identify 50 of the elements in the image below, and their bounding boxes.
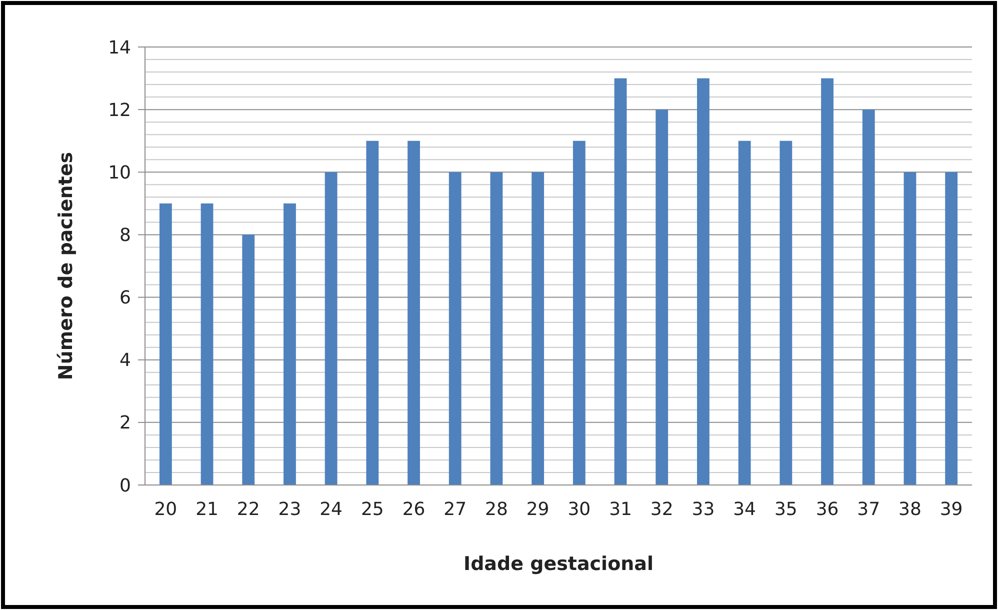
y-tick-label: 12 bbox=[108, 100, 131, 121]
x-tick-label: 22 bbox=[236, 499, 260, 520]
x-tick-label: 36 bbox=[816, 499, 839, 520]
bar bbox=[159, 203, 172, 485]
x-tick-label: 27 bbox=[444, 499, 467, 520]
bar bbox=[324, 172, 338, 485]
x-tick-label: 21 bbox=[196, 499, 218, 520]
bar bbox=[408, 140, 420, 485]
bar bbox=[242, 234, 255, 485]
x-tick-label: 20 bbox=[154, 499, 178, 520]
bar bbox=[656, 110, 668, 485]
x-tick-label: 30 bbox=[568, 499, 591, 520]
y-tick-label: 4 bbox=[120, 350, 131, 372]
y-tick-label: 8 bbox=[120, 225, 131, 246]
bar bbox=[862, 110, 875, 485]
x-tick-label: 31 bbox=[609, 499, 632, 520]
bar bbox=[572, 140, 586, 485]
x-tick-label: 33 bbox=[692, 499, 715, 520]
bar bbox=[366, 140, 379, 485]
x-tick-label: 38 bbox=[898, 499, 922, 520]
x-tick-label: 25 bbox=[360, 499, 384, 520]
y-axis-title: Número de pacientes bbox=[55, 152, 77, 380]
y-tick-label: 0 bbox=[120, 475, 131, 496]
bar bbox=[697, 78, 710, 485]
y-tick-label: 10 bbox=[108, 162, 131, 184]
bar bbox=[780, 140, 792, 485]
x-tick-label: 26 bbox=[402, 499, 426, 520]
x-tick-label: 23 bbox=[278, 499, 302, 520]
x-tick-label: 32 bbox=[650, 499, 674, 520]
bar bbox=[448, 172, 462, 485]
bar bbox=[821, 78, 834, 485]
bar bbox=[614, 78, 627, 485]
x-tick-label: 29 bbox=[526, 499, 550, 520]
y-tick-label: 6 bbox=[120, 288, 131, 309]
bar bbox=[200, 203, 214, 485]
bar bbox=[490, 172, 503, 485]
x-tick-label: 37 bbox=[857, 499, 880, 520]
x-tick-label: 24 bbox=[320, 499, 343, 520]
y-tick-label: 2 bbox=[120, 412, 131, 434]
x-axis-title: Idade gestacional bbox=[464, 553, 654, 575]
x-tick-label: 39 bbox=[940, 499, 963, 520]
bar bbox=[945, 172, 958, 485]
x-tick-label: 35 bbox=[774, 499, 798, 520]
bar bbox=[284, 203, 296, 485]
bar bbox=[532, 172, 544, 485]
x-tick-label: 34 bbox=[733, 499, 756, 520]
y-tick-label: 14 bbox=[108, 37, 131, 58]
x-tick-label: 28 bbox=[485, 499, 508, 520]
bar bbox=[904, 172, 916, 485]
bar bbox=[738, 140, 751, 485]
